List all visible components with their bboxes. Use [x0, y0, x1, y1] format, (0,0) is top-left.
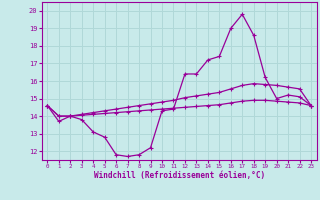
X-axis label: Windchill (Refroidissement éolien,°C): Windchill (Refroidissement éolien,°C): [94, 171, 265, 180]
